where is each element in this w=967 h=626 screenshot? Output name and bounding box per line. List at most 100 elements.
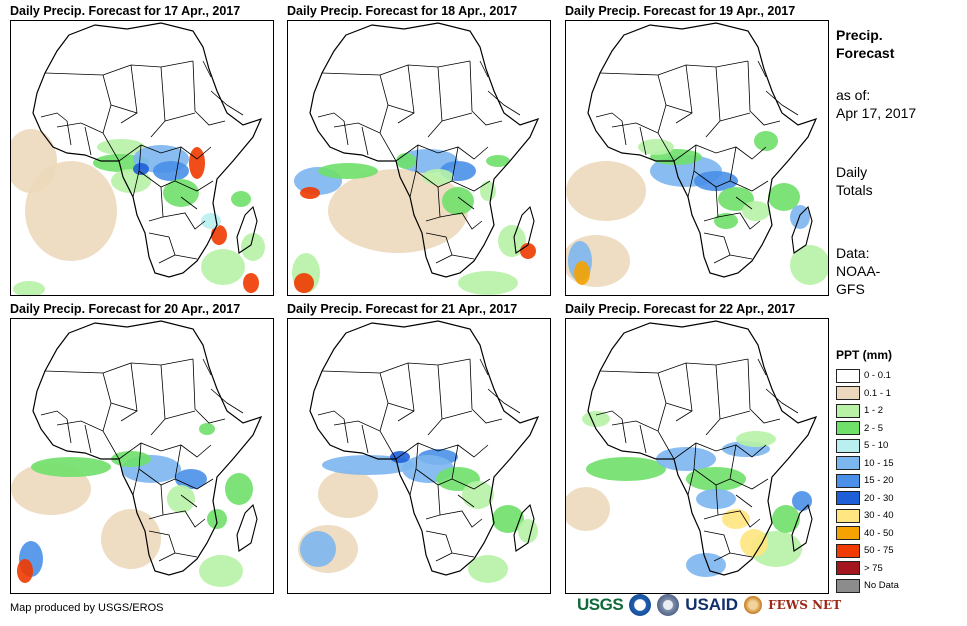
country-border	[162, 212, 206, 230]
country-border	[451, 146, 491, 192]
country-border	[705, 364, 721, 436]
precip-area	[207, 509, 227, 529]
country-border	[693, 144, 731, 188]
precip-area	[300, 531, 336, 567]
country-border	[657, 358, 749, 374]
legend-swatch	[836, 456, 860, 471]
country-border	[343, 418, 349, 444]
country-border	[729, 444, 769, 490]
precip-area	[294, 273, 314, 293]
fews-net-logo: FEWS NET	[768, 598, 842, 612]
legend-label: 30 - 40	[864, 510, 894, 522]
precip-area	[566, 487, 610, 531]
data-source: Data: NOAA- GFS	[836, 245, 881, 297]
precip-map	[287, 20, 551, 296]
precip-area	[189, 147, 205, 179]
seal-logo-icon	[657, 594, 680, 616]
country-border	[425, 232, 453, 264]
country-border	[361, 126, 369, 156]
precip-area	[486, 155, 510, 167]
country-border	[110, 104, 138, 114]
country-border	[457, 494, 475, 508]
fews-globe-icon	[744, 596, 763, 614]
legend-swatch	[836, 508, 860, 523]
precip-area	[31, 457, 111, 477]
country-border	[343, 120, 349, 146]
precip-area	[163, 179, 199, 207]
madagascar-coastline	[791, 205, 813, 254]
precip-area	[328, 169, 468, 253]
country-border	[487, 90, 521, 116]
usgs-logo: USGS	[577, 595, 624, 614]
legend-swatch	[836, 386, 860, 401]
precip-area	[133, 163, 149, 175]
madagascar-coastline	[791, 503, 813, 552]
country-border	[56, 122, 120, 162]
country-border	[210, 90, 244, 116]
country-border	[757, 60, 767, 78]
country-border	[693, 442, 731, 486]
country-border	[333, 122, 397, 162]
precip-area	[175, 469, 207, 489]
legend-label: 40 - 50	[864, 527, 894, 539]
country-border	[719, 112, 751, 122]
country-border	[84, 126, 92, 156]
credit-text: Map produced by USGS/EROS	[10, 602, 164, 614]
country-border	[395, 144, 489, 162]
africa-coastline	[587, 22, 818, 278]
legend-row: 50 - 75	[836, 542, 899, 560]
precip-area	[25, 161, 117, 261]
legend-swatch	[836, 491, 860, 506]
country-border	[132, 170, 140, 198]
legend-label: 2 - 5	[864, 422, 884, 434]
country-border	[675, 362, 693, 422]
panel-title: Daily Precip. Forecast for 21 Apr., 2017	[287, 302, 518, 316]
panel-title: Daily Precip. Forecast for 18 Apr., 2017	[287, 4, 518, 18]
precip-area	[790, 205, 810, 229]
precip-area	[566, 161, 646, 221]
precip-area	[498, 225, 526, 257]
usaid-logo: USAID	[685, 595, 739, 614]
country-border	[174, 444, 214, 490]
forecast-panel-apr19: Daily Precip. Forecast for 19 Apr., 2017	[565, 4, 835, 296]
country-border	[595, 410, 623, 420]
precip-area	[322, 455, 414, 475]
legend-row: 30 - 40	[836, 507, 899, 525]
country-border	[469, 358, 503, 424]
country-border	[479, 60, 489, 78]
country-border	[202, 358, 212, 376]
precip-area	[199, 423, 215, 435]
precip-area	[167, 485, 195, 513]
country-border	[487, 388, 521, 414]
precip-area	[520, 243, 536, 259]
country-border	[451, 444, 491, 490]
country-border	[765, 90, 799, 116]
country-border	[138, 442, 176, 486]
legend-label: 50 - 75	[864, 545, 894, 557]
noaa-logo-icon	[629, 594, 652, 616]
precip-area	[772, 505, 800, 533]
country-border	[425, 530, 453, 562]
legend-label: > 75	[864, 562, 883, 574]
precip-area	[243, 273, 259, 293]
country-border	[387, 104, 415, 114]
country-border	[192, 358, 226, 424]
country-border	[425, 484, 441, 520]
country-border	[595, 112, 623, 122]
country-border	[409, 468, 417, 496]
country-border	[148, 232, 176, 264]
country-border	[441, 410, 473, 420]
precip-area	[199, 555, 243, 587]
precip-area	[468, 555, 508, 583]
legend-swatch	[836, 578, 860, 593]
country-border	[703, 530, 731, 562]
country-border	[665, 402, 693, 412]
africa-map-svg	[11, 320, 263, 587]
country-border	[164, 410, 196, 420]
country-border	[703, 232, 731, 264]
precip-area	[241, 233, 265, 261]
precip-area	[318, 470, 378, 518]
country-border	[439, 212, 483, 230]
country-border	[765, 388, 799, 414]
precip-area	[754, 131, 778, 151]
